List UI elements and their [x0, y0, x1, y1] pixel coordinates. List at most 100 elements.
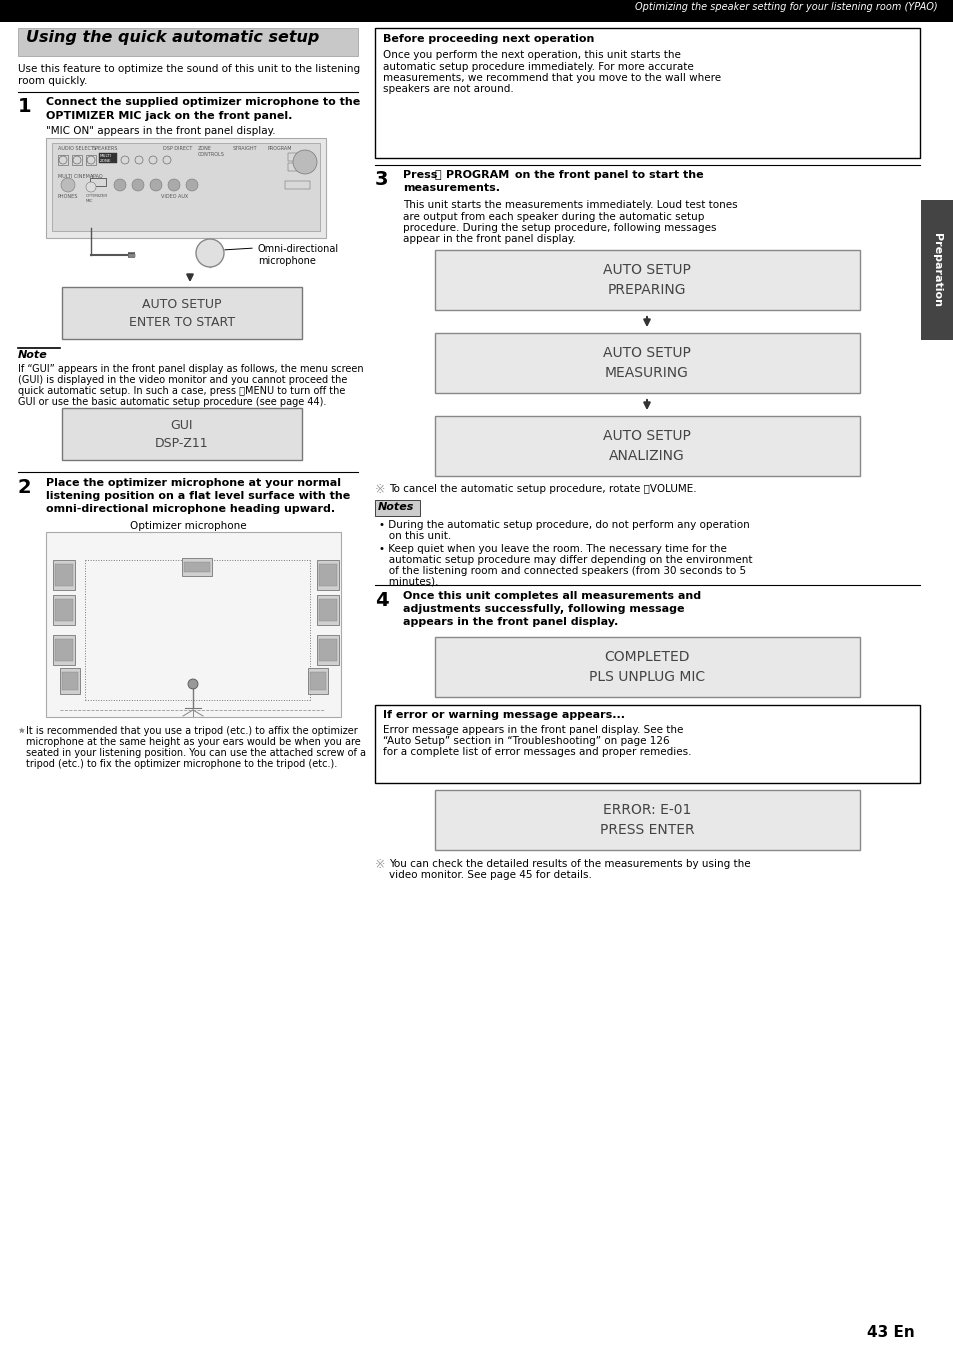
Text: quick automatic setup. In such a case, press ⓂMENU to turn off the: quick automatic setup. In such a case, p… — [18, 386, 345, 396]
Text: Notes: Notes — [377, 503, 414, 512]
Text: PROGRAM: PROGRAM — [268, 146, 293, 151]
Text: Use this feature to optimize the sound of this unit to the listening
room quickl: Use this feature to optimize the sound o… — [18, 63, 359, 85]
Text: measurements.: measurements. — [402, 182, 499, 193]
Bar — [318, 563, 336, 586]
Circle shape — [86, 182, 96, 192]
Text: Optimizing the speaker setting for your listening room (YPAO): Optimizing the speaker setting for your … — [635, 1, 937, 12]
Text: Press: Press — [402, 170, 441, 180]
Bar — [62, 408, 302, 459]
Text: ZONE
CONTROLS: ZONE CONTROLS — [198, 146, 225, 157]
Bar — [184, 562, 210, 571]
Bar — [55, 639, 73, 661]
Text: ※: ※ — [375, 858, 385, 871]
Text: are output from each speaker during the automatic setup: are output from each speaker during the … — [402, 212, 703, 222]
Text: automatic setup procedure may differ depending on the environment: automatic setup procedure may differ dep… — [378, 555, 752, 565]
Bar — [316, 561, 338, 590]
Text: ERROR: E-01: ERROR: E-01 — [602, 802, 691, 817]
Text: • Keep quiet when you leave the room. The necessary time for the: • Keep quiet when you leave the room. Th… — [378, 544, 726, 554]
Circle shape — [186, 178, 198, 190]
Text: Error message appears in the front panel display. See the: Error message appears in the front panel… — [382, 725, 682, 735]
Text: STRAIGHT: STRAIGHT — [233, 146, 257, 151]
Text: Omni-directional
microphone: Omni-directional microphone — [257, 245, 338, 266]
Bar — [435, 250, 859, 309]
Text: MEASURING: MEASURING — [604, 366, 688, 380]
Circle shape — [132, 178, 144, 190]
Circle shape — [188, 680, 198, 689]
Text: GUI: GUI — [171, 419, 193, 432]
Text: listening position on a flat level surface with the: listening position on a flat level surfa… — [46, 490, 350, 501]
Text: AUTO SETUP: AUTO SETUP — [602, 430, 690, 443]
Bar — [920, 200, 953, 340]
Text: minutes).: minutes). — [378, 577, 438, 586]
Bar — [435, 332, 859, 393]
Text: procedure. During the setup procedure, following messages: procedure. During the setup procedure, f… — [402, 223, 716, 232]
Text: ★: ★ — [18, 725, 28, 735]
Bar — [62, 671, 78, 690]
Text: Ⓟ: Ⓟ — [435, 170, 441, 180]
Text: PROGRAM: PROGRAM — [446, 170, 509, 180]
Text: Once this unit completes all measurements and: Once this unit completes all measurement… — [402, 590, 700, 601]
Bar — [53, 635, 75, 665]
Text: PHONES: PHONES — [58, 195, 78, 199]
Bar — [316, 594, 338, 626]
Text: Note: Note — [18, 350, 48, 359]
Text: 3: 3 — [375, 170, 388, 189]
Bar — [435, 416, 859, 476]
Text: 1: 1 — [18, 97, 31, 116]
Text: DSP DIRECT: DSP DIRECT — [163, 146, 193, 151]
Bar — [46, 532, 340, 717]
Text: tripod (etc.) to fix the optimizer microphone to the tripod (etc.).: tripod (etc.) to fix the optimizer micro… — [26, 759, 337, 769]
Text: SPEAKERS: SPEAKERS — [92, 146, 118, 151]
Text: AUTO SETUP: AUTO SETUP — [602, 346, 690, 359]
Text: automatic setup procedure immediately. For more accurate: automatic setup procedure immediately. F… — [382, 62, 693, 72]
Bar — [46, 138, 326, 238]
Bar — [18, 28, 357, 55]
Text: Before proceeding next operation: Before proceeding next operation — [382, 34, 594, 45]
Text: Once you perform the next operation, this unit starts the: Once you perform the next operation, thi… — [382, 50, 680, 59]
Bar — [55, 598, 73, 621]
Text: OPTIMIZER MIC jack on the front panel.: OPTIMIZER MIC jack on the front panel. — [46, 111, 292, 122]
Bar — [285, 181, 310, 189]
Text: This unit starts the measurements immediately. Loud test tones: This unit starts the measurements immedi… — [402, 200, 737, 209]
Text: If “GUI” appears in the front panel display as follows, the menu screen: If “GUI” appears in the front panel disp… — [18, 363, 363, 374]
Text: VIDEO AUX: VIDEO AUX — [161, 195, 189, 199]
Bar — [53, 561, 75, 590]
Text: “Auto Setup” section in “Troubleshooting” on page 126: “Auto Setup” section in “Troubleshooting… — [382, 736, 669, 746]
Text: measurements, we recommend that you move to the wall where: measurements, we recommend that you move… — [382, 73, 720, 82]
Text: Optimizer microphone: Optimizer microphone — [130, 521, 246, 531]
Text: To cancel the automatic setup procedure, rotate ⓅVOLUME.: To cancel the automatic setup procedure,… — [389, 484, 696, 494]
Text: MULTI
ZONE: MULTI ZONE — [100, 154, 112, 162]
Text: PLS UNPLUG MIC: PLS UNPLUG MIC — [588, 670, 704, 684]
Bar — [318, 598, 336, 621]
Text: microphone at the same height as your ears would be when you are: microphone at the same height as your ea… — [26, 738, 360, 747]
Bar — [53, 594, 75, 626]
Text: adjustments successfully, following message: adjustments successfully, following mess… — [402, 604, 684, 613]
Text: Place the optimizer microphone at your normal: Place the optimizer microphone at your n… — [46, 478, 340, 488]
Text: on this unit.: on this unit. — [378, 531, 451, 540]
Text: speakers are not around.: speakers are not around. — [382, 85, 514, 95]
Bar — [86, 155, 96, 165]
Circle shape — [168, 178, 180, 190]
Bar — [0, 0, 953, 22]
Bar — [182, 558, 212, 576]
Bar — [99, 153, 117, 163]
Text: PREPARING: PREPARING — [607, 282, 685, 297]
Text: It is recommended that you use a tripod (etc.) to affix the optimizer: It is recommended that you use a tripod … — [26, 725, 357, 736]
Text: Preparation: Preparation — [931, 232, 941, 307]
Text: for a complete list of error messages and proper remedies.: for a complete list of error messages an… — [382, 747, 691, 757]
Bar — [308, 667, 328, 694]
Text: If error or warning message appears...: If error or warning message appears... — [382, 711, 624, 720]
Bar — [435, 638, 859, 697]
Text: AUTO SETUP: AUTO SETUP — [602, 263, 690, 277]
Text: YPAO: YPAO — [90, 174, 103, 178]
Text: ANALIZING: ANALIZING — [608, 449, 684, 463]
Text: • During the automatic setup procedure, do not perform any operation: • During the automatic setup procedure, … — [378, 520, 749, 530]
Bar — [316, 635, 338, 665]
Text: »: » — [18, 725, 24, 736]
Bar — [71, 155, 82, 165]
Text: (GUI) is displayed in the video monitor and you cannot proceed the: (GUI) is displayed in the video monitor … — [18, 376, 347, 385]
Text: GUI or use the basic automatic setup procedure (see page 44).: GUI or use the basic automatic setup pro… — [18, 397, 326, 407]
Bar — [435, 790, 859, 850]
Text: ※: ※ — [375, 484, 385, 496]
Text: AUTO SETUP: AUTO SETUP — [142, 299, 221, 311]
